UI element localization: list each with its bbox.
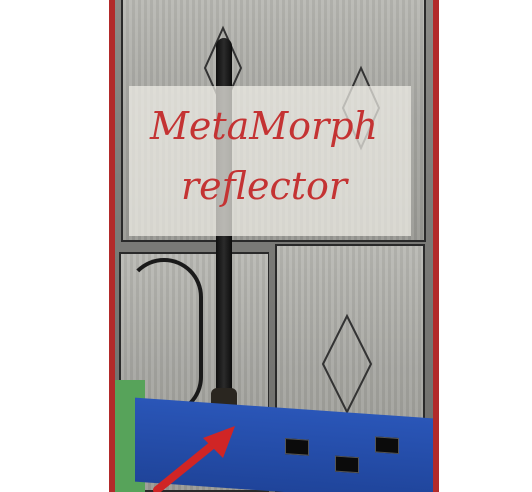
chip bbox=[375, 436, 399, 455]
title-line-1: MetaMorph bbox=[149, 104, 379, 148]
chip bbox=[285, 438, 309, 456]
photograph bbox=[115, 0, 433, 492]
title-overlay bbox=[129, 86, 411, 236]
arrow-icon bbox=[153, 426, 235, 492]
chip bbox=[335, 455, 359, 474]
photo-frame: MetaMorph reflector bbox=[109, 0, 439, 492]
cable bbox=[125, 258, 203, 416]
title-line-2: reflector bbox=[180, 164, 348, 208]
